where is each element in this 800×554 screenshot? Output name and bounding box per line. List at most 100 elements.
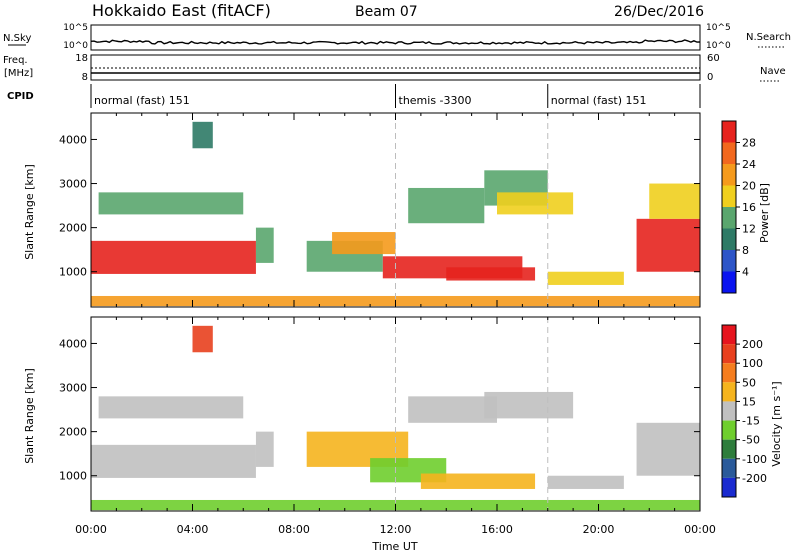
data-region (446, 267, 536, 281)
cpid-label: CPID (7, 91, 34, 102)
nsky-panel: N.Sky 10^5 10^0 10^5 10^0 N.Search (3, 23, 791, 51)
colorbar-segment (722, 250, 736, 272)
data-region (332, 232, 396, 255)
colorbar-segment (722, 142, 736, 164)
colorbar-segment (722, 477, 736, 497)
data-region (91, 240, 256, 274)
colorbar-segment (722, 121, 736, 143)
data-region (91, 444, 256, 478)
colorbar-tick-label: 200 (742, 338, 763, 351)
x-tick-label: 16:00 (481, 523, 513, 536)
cpid-panel: CPID normal (fast) 151 themis -3300 normal… (7, 84, 701, 108)
y-tick-label: 4000 (59, 133, 87, 146)
y-tick-label: 3000 (59, 382, 87, 395)
velocity-y-axis: 1000 2000 3000 4000 (59, 317, 701, 511)
nsearch-label: N.Search (746, 32, 791, 43)
data-region (98, 396, 244, 419)
y-tick-label: 1000 (59, 266, 87, 279)
freq-panel: Freq. [MHz] 18 8 60 0 Nave (3, 53, 786, 83)
colorbar-tick-label: -15 (742, 415, 760, 428)
colorbar-tick-label: 100 (742, 357, 763, 370)
date-label: 26/Dec/2016 (614, 4, 704, 20)
colorbar-segment (722, 325, 736, 345)
data-region (497, 192, 574, 215)
colorbar-tick-label: -100 (742, 453, 767, 466)
colorbar-segment (722, 363, 736, 383)
x-tick-label: 12:00 (380, 523, 412, 536)
nsky-right-tick-top: 10^5 (706, 23, 731, 33)
colorbar-tick-label: 4 (742, 266, 749, 279)
x-tick-label: 00:00 (684, 523, 716, 536)
power-colorbar-label: Power [dB] (758, 183, 771, 243)
power-y-axis: 1000 2000 3000 4000 (59, 113, 701, 307)
data-region (547, 475, 624, 489)
data-region (98, 192, 244, 215)
nsky-frame (90, 24, 701, 51)
nsky-trace (90, 39, 701, 45)
y-tick-label: 2000 (59, 222, 87, 235)
data-region (547, 271, 624, 285)
colorbar-segment (722, 271, 736, 293)
y-tick-label: 1000 (59, 470, 87, 483)
x-axis-label: Time UT (371, 540, 417, 553)
colorbar-segment (722, 439, 736, 459)
freq-right-tick-top: 60 (707, 53, 720, 64)
data-region (484, 391, 574, 419)
station-title: Hokkaido East (fitACF) (92, 1, 271, 20)
velocity-ylabel: Slant Range [km] (23, 368, 36, 464)
colorbar-segment (722, 164, 736, 186)
data-region (649, 183, 700, 219)
colorbar-segment (722, 420, 736, 440)
colorbar-segment (722, 185, 736, 207)
freq-left-tick-top: 18 (75, 53, 88, 64)
nsky-label: N.Sky (3, 33, 31, 44)
freq-label-1: Freq. (3, 55, 28, 66)
y-tick-label: 4000 (59, 337, 87, 350)
power-colorbar: 4 8 12 16 20 24 28 (721, 120, 756, 294)
data-region (636, 218, 700, 272)
velocity-colorbar-label: Velocity [m s⁻¹] (770, 381, 783, 466)
colorbar-segment (722, 382, 736, 402)
colorbar-segment (722, 458, 736, 478)
colorbar-segment (722, 207, 736, 229)
nsky-left-tick-top: 10^5 (63, 23, 88, 33)
data-region (192, 325, 213, 353)
colorbar-tick-label: -200 (742, 472, 767, 485)
colorbar-tick-label: 16 (742, 201, 756, 214)
colorbar-tick-label: 15 (742, 395, 756, 408)
x-tick-label: 08:00 (278, 523, 310, 536)
nsky-left-tick-bottom: 10^0 (63, 41, 88, 51)
nave-label: Nave (760, 66, 786, 77)
y-tick-label: 3000 (59, 178, 87, 191)
data-region (408, 396, 497, 423)
freq-left-tick-bottom: 8 (82, 72, 88, 83)
colorbar-segment (722, 344, 736, 364)
colorbar-frame (721, 324, 737, 498)
power-ylabel: Slant Range [km] (23, 164, 36, 260)
beam-label: Beam 07 (355, 4, 418, 20)
x-tick-label: 00:00 (75, 523, 107, 536)
cpid-segment-label: normal (fast) 151 (551, 94, 647, 107)
nsky-right-tick-bottom: 10^0 (706, 41, 731, 51)
power-data-cells (91, 113, 700, 307)
freq-right-tick-bottom: 0 (707, 72, 713, 83)
x-tick-label: 04:00 (177, 523, 209, 536)
data-region (408, 187, 485, 224)
velocity-colorbar: 200 100 50 15 -15 -50 -100 -200 (721, 324, 767, 498)
time-axis: 00:00 04:00 08:00 12:00 16:00 20:00 00:00 (75, 523, 716, 536)
data-region (255, 227, 274, 263)
colorbar-tick-label: 28 (742, 137, 756, 150)
colorbar-tick-label: 20 (742, 180, 756, 193)
colorbar-tick-label: 12 (742, 223, 756, 236)
data-region (192, 121, 213, 149)
velocity-data-cells (91, 317, 700, 511)
colorbar-tick-label: 24 (742, 158, 756, 171)
colorbar-segment (722, 228, 736, 250)
data-region (636, 422, 700, 476)
velocity-panel: 1000 2000 3000 4000 Slant Range [km] 200 100… (23, 316, 783, 512)
x-tick-label: 20:00 (583, 523, 615, 536)
data-region (255, 431, 274, 467)
data-region (420, 473, 536, 489)
freq-label-2: [MHz] (4, 68, 33, 79)
